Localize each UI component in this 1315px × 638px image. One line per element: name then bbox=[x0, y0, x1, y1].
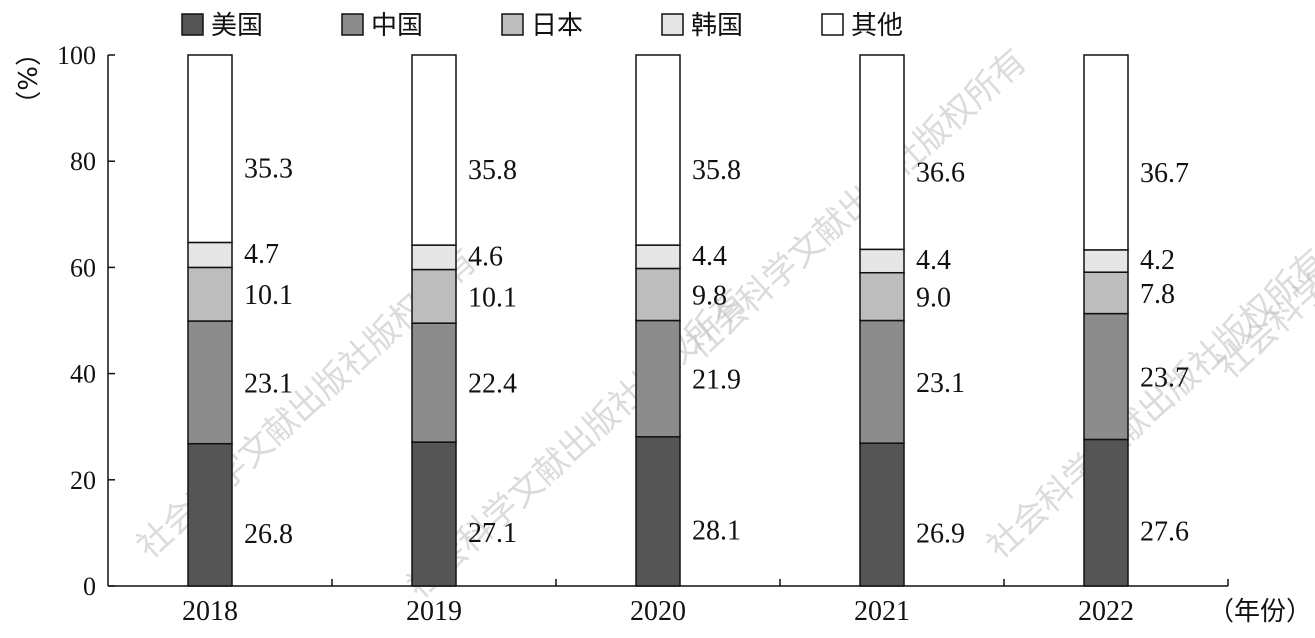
x-tick-label: 2020 bbox=[630, 596, 686, 627]
bar-segment-中国-2019 bbox=[411, 322, 457, 443]
bar-segment-韩国-2021 bbox=[859, 248, 905, 274]
data-label: 9.0 bbox=[916, 283, 951, 314]
data-label: 23.1 bbox=[916, 368, 965, 399]
legend-label: 日本 bbox=[531, 11, 583, 41]
y-tick-label: 80 bbox=[70, 147, 96, 176]
legend-label: 中国 bbox=[371, 11, 423, 41]
bar-segment-美国-2020 bbox=[635, 436, 681, 587]
bar-segment-日本-2019 bbox=[411, 268, 457, 324]
data-label: 9.8 bbox=[692, 280, 727, 311]
data-label: 26.8 bbox=[244, 519, 293, 550]
data-labels: 26.8 23.1 10.1 4.7 35.3 27.1 22.4 10.1 4.6 35.8 28… bbox=[244, 153, 1189, 549]
bar-segment-中国-2018 bbox=[187, 320, 233, 445]
bar-segment-韩国-2018 bbox=[187, 241, 233, 269]
data-label: 36.7 bbox=[1140, 158, 1189, 189]
x-tick-label: 2019 bbox=[406, 596, 462, 627]
bar-segment-美国-2021 bbox=[859, 442, 905, 587]
data-label: 26.9 bbox=[916, 519, 965, 550]
legend-label: 其他 bbox=[851, 11, 903, 41]
bar-segment-日本-2018 bbox=[187, 266, 233, 322]
bar-segment-美国-2022 bbox=[1083, 438, 1129, 587]
x-tick-label: 2022 bbox=[1078, 596, 1134, 627]
data-label: 27.6 bbox=[1140, 517, 1189, 548]
bar-segment-日本-2020 bbox=[635, 267, 681, 322]
data-label: 35.8 bbox=[692, 155, 741, 186]
bar-segment-其他-2021 bbox=[859, 54, 905, 251]
data-label: 35.3 bbox=[244, 153, 293, 184]
y-tick-label: 0 bbox=[83, 572, 96, 601]
legend-swatch-其他 bbox=[821, 13, 844, 36]
data-label: 4.7 bbox=[244, 239, 279, 270]
bar-segment-其他-2019 bbox=[411, 54, 457, 246]
legend-swatch-韩国 bbox=[661, 13, 684, 36]
bar-segment-中国-2021 bbox=[859, 319, 905, 444]
bar-segment-其他-2020 bbox=[635, 54, 681, 246]
y-tick-label: 100 bbox=[57, 41, 96, 70]
legend-label: 美国 bbox=[211, 11, 263, 41]
bar-segment-韩国-2022 bbox=[1083, 249, 1129, 273]
data-label: 36.6 bbox=[916, 158, 965, 189]
x-tick-label: 2021 bbox=[854, 596, 910, 627]
x-axis-label: （年份） bbox=[1208, 597, 1312, 627]
legend-swatch-中国 bbox=[341, 13, 364, 36]
legend-swatch-日本 bbox=[501, 13, 524, 36]
data-label: 4.4 bbox=[916, 245, 951, 276]
data-label: 4.2 bbox=[1140, 245, 1175, 276]
bar-segment-其他-2022 bbox=[1083, 54, 1129, 251]
data-label: 4.4 bbox=[692, 241, 727, 272]
y-tick-label: 60 bbox=[70, 253, 96, 282]
bars bbox=[187, 54, 1129, 587]
y-tick-label: 40 bbox=[70, 360, 96, 389]
bar-segment-韩国-2020 bbox=[635, 244, 681, 270]
bar-segment-美国-2019 bbox=[411, 441, 457, 587]
legend-label: 韩国 bbox=[691, 11, 743, 41]
data-label: 23.7 bbox=[1140, 363, 1189, 394]
bar-segment-中国-2020 bbox=[635, 319, 681, 438]
bar-segment-日本-2021 bbox=[859, 271, 905, 322]
bar-segment-中国-2022 bbox=[1083, 312, 1129, 441]
bar-segment-其他-2018 bbox=[187, 54, 233, 244]
y-tick-label: 20 bbox=[70, 466, 96, 495]
legend-swatch-美国 bbox=[181, 13, 204, 36]
data-label: 4.6 bbox=[468, 241, 503, 272]
data-label: 28.1 bbox=[692, 515, 741, 546]
bar-segment-美国-2018 bbox=[187, 442, 233, 587]
data-label: 27.1 bbox=[468, 518, 517, 549]
bar-segment-韩国-2019 bbox=[411, 244, 457, 271]
y-axis-label: （%） bbox=[11, 40, 41, 117]
data-label: 7.8 bbox=[1140, 279, 1175, 310]
bar-segment-日本-2022 bbox=[1083, 271, 1129, 315]
data-label: 21.9 bbox=[692, 365, 741, 396]
data-label: 35.8 bbox=[468, 155, 517, 186]
data-label: 10.1 bbox=[244, 280, 293, 311]
data-label: 22.4 bbox=[468, 369, 517, 400]
legend: 美国 中国 日本 韩国 其他 bbox=[181, 11, 903, 41]
x-tick-label: 2018 bbox=[182, 596, 238, 627]
data-label: 23.1 bbox=[244, 368, 293, 399]
watermark-text: 社会科学文献出版社版权所有 bbox=[679, 41, 1034, 366]
data-label: 10.1 bbox=[468, 282, 517, 313]
